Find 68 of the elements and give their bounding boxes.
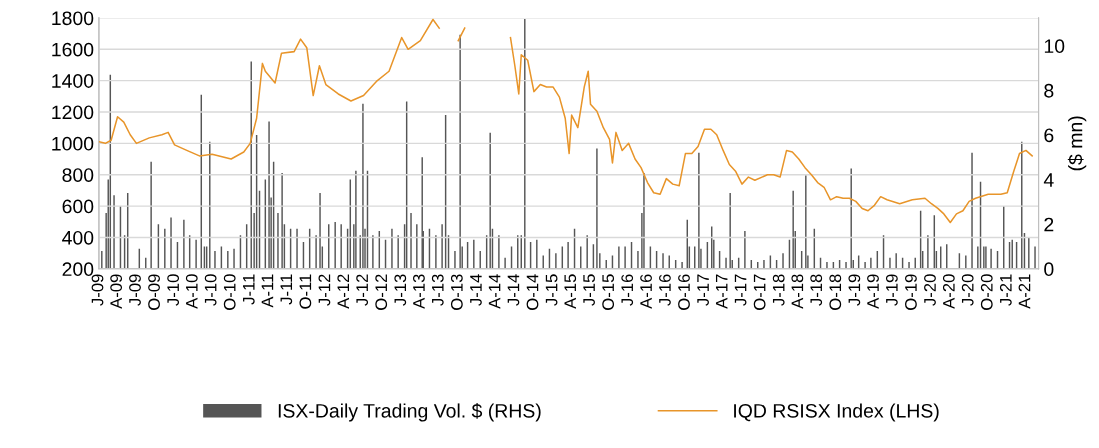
x-tick-label: A-21 xyxy=(1018,274,1031,309)
x-tick-label: J-11 xyxy=(280,274,293,305)
y2-tick-label: 4 xyxy=(1043,173,1054,187)
x-tick-label: O-13 xyxy=(450,274,463,310)
y-tick-label: 1800 xyxy=(52,11,94,26)
y-tick-label: 1000 xyxy=(52,136,94,151)
y2-tick-label: 8 xyxy=(1044,83,1054,98)
x-tick-label: J-14 xyxy=(507,274,520,306)
x-tick-label: O-17 xyxy=(753,274,766,310)
legend-label: IQD RSISX Index (LHS) xyxy=(734,403,939,422)
y-tick-label: 1400 xyxy=(52,74,94,88)
x-tick-label: A-14 xyxy=(488,274,501,309)
x-tick-label: A-20 xyxy=(942,274,955,309)
x-tick-label: A-13 xyxy=(413,274,425,309)
x-tick-label: O-19 xyxy=(905,274,917,310)
legend-label: ISX-Daily Trading Vol. $ (RHS) xyxy=(278,403,541,422)
x-tick-label: J-12 xyxy=(318,274,331,306)
x-tick-label: A-19 xyxy=(867,274,879,309)
x-tick-label: J-14 xyxy=(470,274,482,306)
y-tick-label: 1200 xyxy=(52,105,94,120)
y2-tick-label: 10 xyxy=(1044,39,1065,54)
x-tick-label: J-21 xyxy=(999,274,1012,306)
x-tick-label: A-16 xyxy=(640,274,652,309)
x-tick-label: O-10 xyxy=(223,274,236,310)
x-tick-label: J-17 xyxy=(734,274,747,306)
x-tick-label: J-15 xyxy=(583,274,595,306)
x-tick-label: J-18 xyxy=(810,274,823,306)
x-tick-label: J-16 xyxy=(621,274,634,306)
x-tick-label: A-15 xyxy=(564,274,577,309)
x-tick-label: J-10 xyxy=(204,274,217,306)
x-tick-label: O-14 xyxy=(526,274,539,310)
x-tick-label: O-09 xyxy=(148,274,160,310)
y2-tick-label: 2 xyxy=(1044,217,1054,232)
x-tick-label: J-13 xyxy=(431,274,444,306)
x-tick-label: J-16 xyxy=(659,274,671,306)
x-tick-label: J-18 xyxy=(772,274,785,306)
x-tick-label: A-09 xyxy=(110,274,123,309)
x-tick-label: O-11 xyxy=(299,274,312,309)
x-tick-label: O-12 xyxy=(375,274,388,310)
y-tick-label: 1600 xyxy=(52,42,94,57)
x-tick-label: J-19 xyxy=(885,274,898,306)
x-tick-label: A-17 xyxy=(715,274,728,309)
x-tick-label: J-09 xyxy=(91,274,104,306)
x-tick-label: A-18 xyxy=(791,274,804,309)
x-tick-label: O-18 xyxy=(829,274,842,310)
x-tick-label: O-16 xyxy=(678,274,690,310)
y-tick-label: 600 xyxy=(62,199,94,214)
y-tick-label: 200 xyxy=(62,262,94,277)
x-tick-label: O-15 xyxy=(602,274,615,310)
y-tick-label: 400 xyxy=(62,230,94,245)
y2-axis-title: ($ mn) xyxy=(1067,116,1087,171)
x-tick-label: J-15 xyxy=(545,274,558,306)
x-tick-label: J-20 xyxy=(961,274,974,306)
x-tick-label: O-20 xyxy=(980,274,993,310)
x-tick-label: J-12 xyxy=(356,274,369,306)
x-tick-label: A-10 xyxy=(185,274,198,309)
x-tick-label: J-20 xyxy=(924,274,936,306)
y2-tick-label: 6 xyxy=(1044,128,1054,143)
x-tick-label: J-17 xyxy=(697,274,709,306)
x-tick-label: A-12 xyxy=(337,274,350,309)
x-tick-label: J-13 xyxy=(394,274,407,306)
x-tick-label: J-09 xyxy=(129,274,141,306)
y-tick-label: 800 xyxy=(62,168,94,182)
x-tick-label: J-10 xyxy=(167,274,180,306)
x-tick-label: J-19 xyxy=(848,274,861,306)
x-tick-label: J-11 xyxy=(243,274,255,305)
x-tick-label: A-11 xyxy=(261,274,274,308)
y2-tick-label: 0 xyxy=(1044,262,1054,277)
